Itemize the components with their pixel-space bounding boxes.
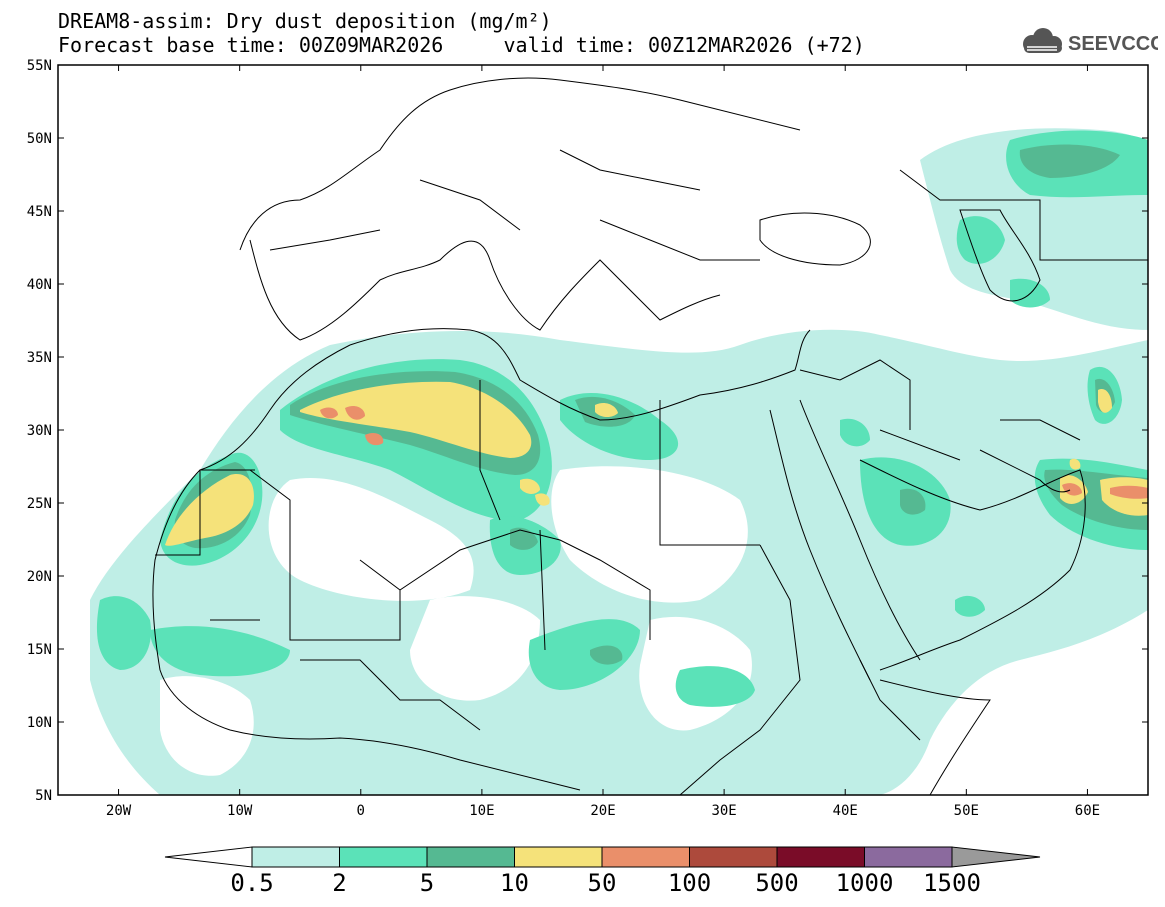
border-europe [269, 149, 1148, 261]
colorbar-label: 10 [500, 869, 529, 897]
lat-tick-label: 45N [27, 204, 52, 220]
colorbar: 0.5 2 5 10 50 100 500 1000 1500 [164, 846, 1041, 897]
coastline-arabia [859, 459, 1086, 671]
colorbar-label: 1000 [836, 869, 894, 897]
coastline-red-sea [769, 399, 921, 681]
lon-tick-label: 10E [469, 803, 494, 819]
border-east-africa [679, 544, 921, 795]
lat-tick-label: 20N [27, 569, 52, 585]
map-subtitle: Forecast base time: 00Z09MAR2026 valid t… [58, 33, 865, 57]
colorbar-box [601, 846, 690, 868]
coastlines-borders [152, 77, 1148, 795]
colorbar-box [426, 846, 515, 868]
deposition-level-10 [165, 381, 1148, 546]
colorbar-label: 1500 [923, 869, 981, 897]
colorbar-label: 500 [755, 869, 798, 897]
lat-tick-label: 15N [27, 642, 52, 658]
seevccc-logo: SEEVCCC [1023, 28, 1158, 55]
lat-tick-label: 40N [27, 277, 52, 293]
border-sahara-2 [359, 380, 760, 651]
coastline-europe-south [249, 239, 721, 341]
colorbar-labels: 0.5 2 5 10 50 100 500 1000 1500 [230, 869, 981, 897]
lat-tick-label: 35N [27, 350, 52, 366]
colorbar-box [251, 846, 340, 868]
lon-tick-label: 30E [711, 803, 736, 819]
lon-tick-label: 10W [227, 803, 253, 819]
colorbar-label: 0.5 [230, 869, 273, 897]
colorbar-box [339, 846, 428, 868]
coastline-mediterranean [349, 328, 811, 421]
lat-tick-label: 30N [27, 423, 52, 439]
lon-ticks: 20W 10W 0 10E 20E 30E 40E 50E 60E [106, 65, 1100, 819]
lat-tick-label: 50N [27, 131, 52, 147]
coastline-west-africa [152, 344, 581, 791]
lat-tick-label: 10N [27, 715, 52, 731]
lon-tick-label: 40E [833, 803, 858, 819]
cloud-icon [1023, 28, 1062, 53]
lon-tick-label: 50E [954, 803, 979, 819]
lat-ticks: 55N 50N 45N 40N 35N 30N 25N 20N 15N 10N 5N [27, 58, 1148, 804]
colorbar-box [514, 846, 603, 868]
border-sahara-1 [249, 469, 651, 641]
coastline-europe-north [239, 77, 801, 251]
coastline-persian-gulf [979, 449, 1071, 493]
lon-tick-label: 20W [106, 803, 132, 819]
colorbar-box [776, 846, 865, 868]
border-middle-east [799, 359, 1081, 461]
colorbar-label: 5 [420, 869, 434, 897]
coastline-caspian [959, 209, 1041, 302]
lat-tick-label: 25N [27, 496, 52, 512]
coastline-horn-africa [879, 679, 991, 795]
lat-tick-label: 5N [35, 788, 52, 804]
low-deposition-gaps [160, 466, 752, 776]
colorbar-box [689, 846, 778, 868]
logo-text: SEEVCCC [1068, 33, 1158, 55]
map-title: DREAM8-assim: Dry dust deposition (mg/m²… [58, 9, 552, 33]
colorbar-under-arrow [164, 846, 253, 868]
lon-tick-label: 60E [1075, 803, 1100, 819]
border-west-africa [155, 469, 481, 731]
dust-fields [90, 128, 1148, 795]
deposition-level-50 [320, 405, 1148, 499]
colorbar-boxes [251, 846, 953, 868]
lon-tick-label: 20E [590, 803, 615, 819]
coastline-black-sea [759, 212, 871, 266]
colorbar-box [864, 846, 953, 868]
lat-tick-label: 55N [27, 58, 52, 74]
lon-tick-label: 0 [357, 803, 365, 819]
colorbar-label: 50 [588, 869, 617, 897]
colorbar-label: 100 [668, 869, 711, 897]
colorbar-label: 2 [332, 869, 346, 897]
colorbar-over-arrow [951, 846, 1041, 868]
